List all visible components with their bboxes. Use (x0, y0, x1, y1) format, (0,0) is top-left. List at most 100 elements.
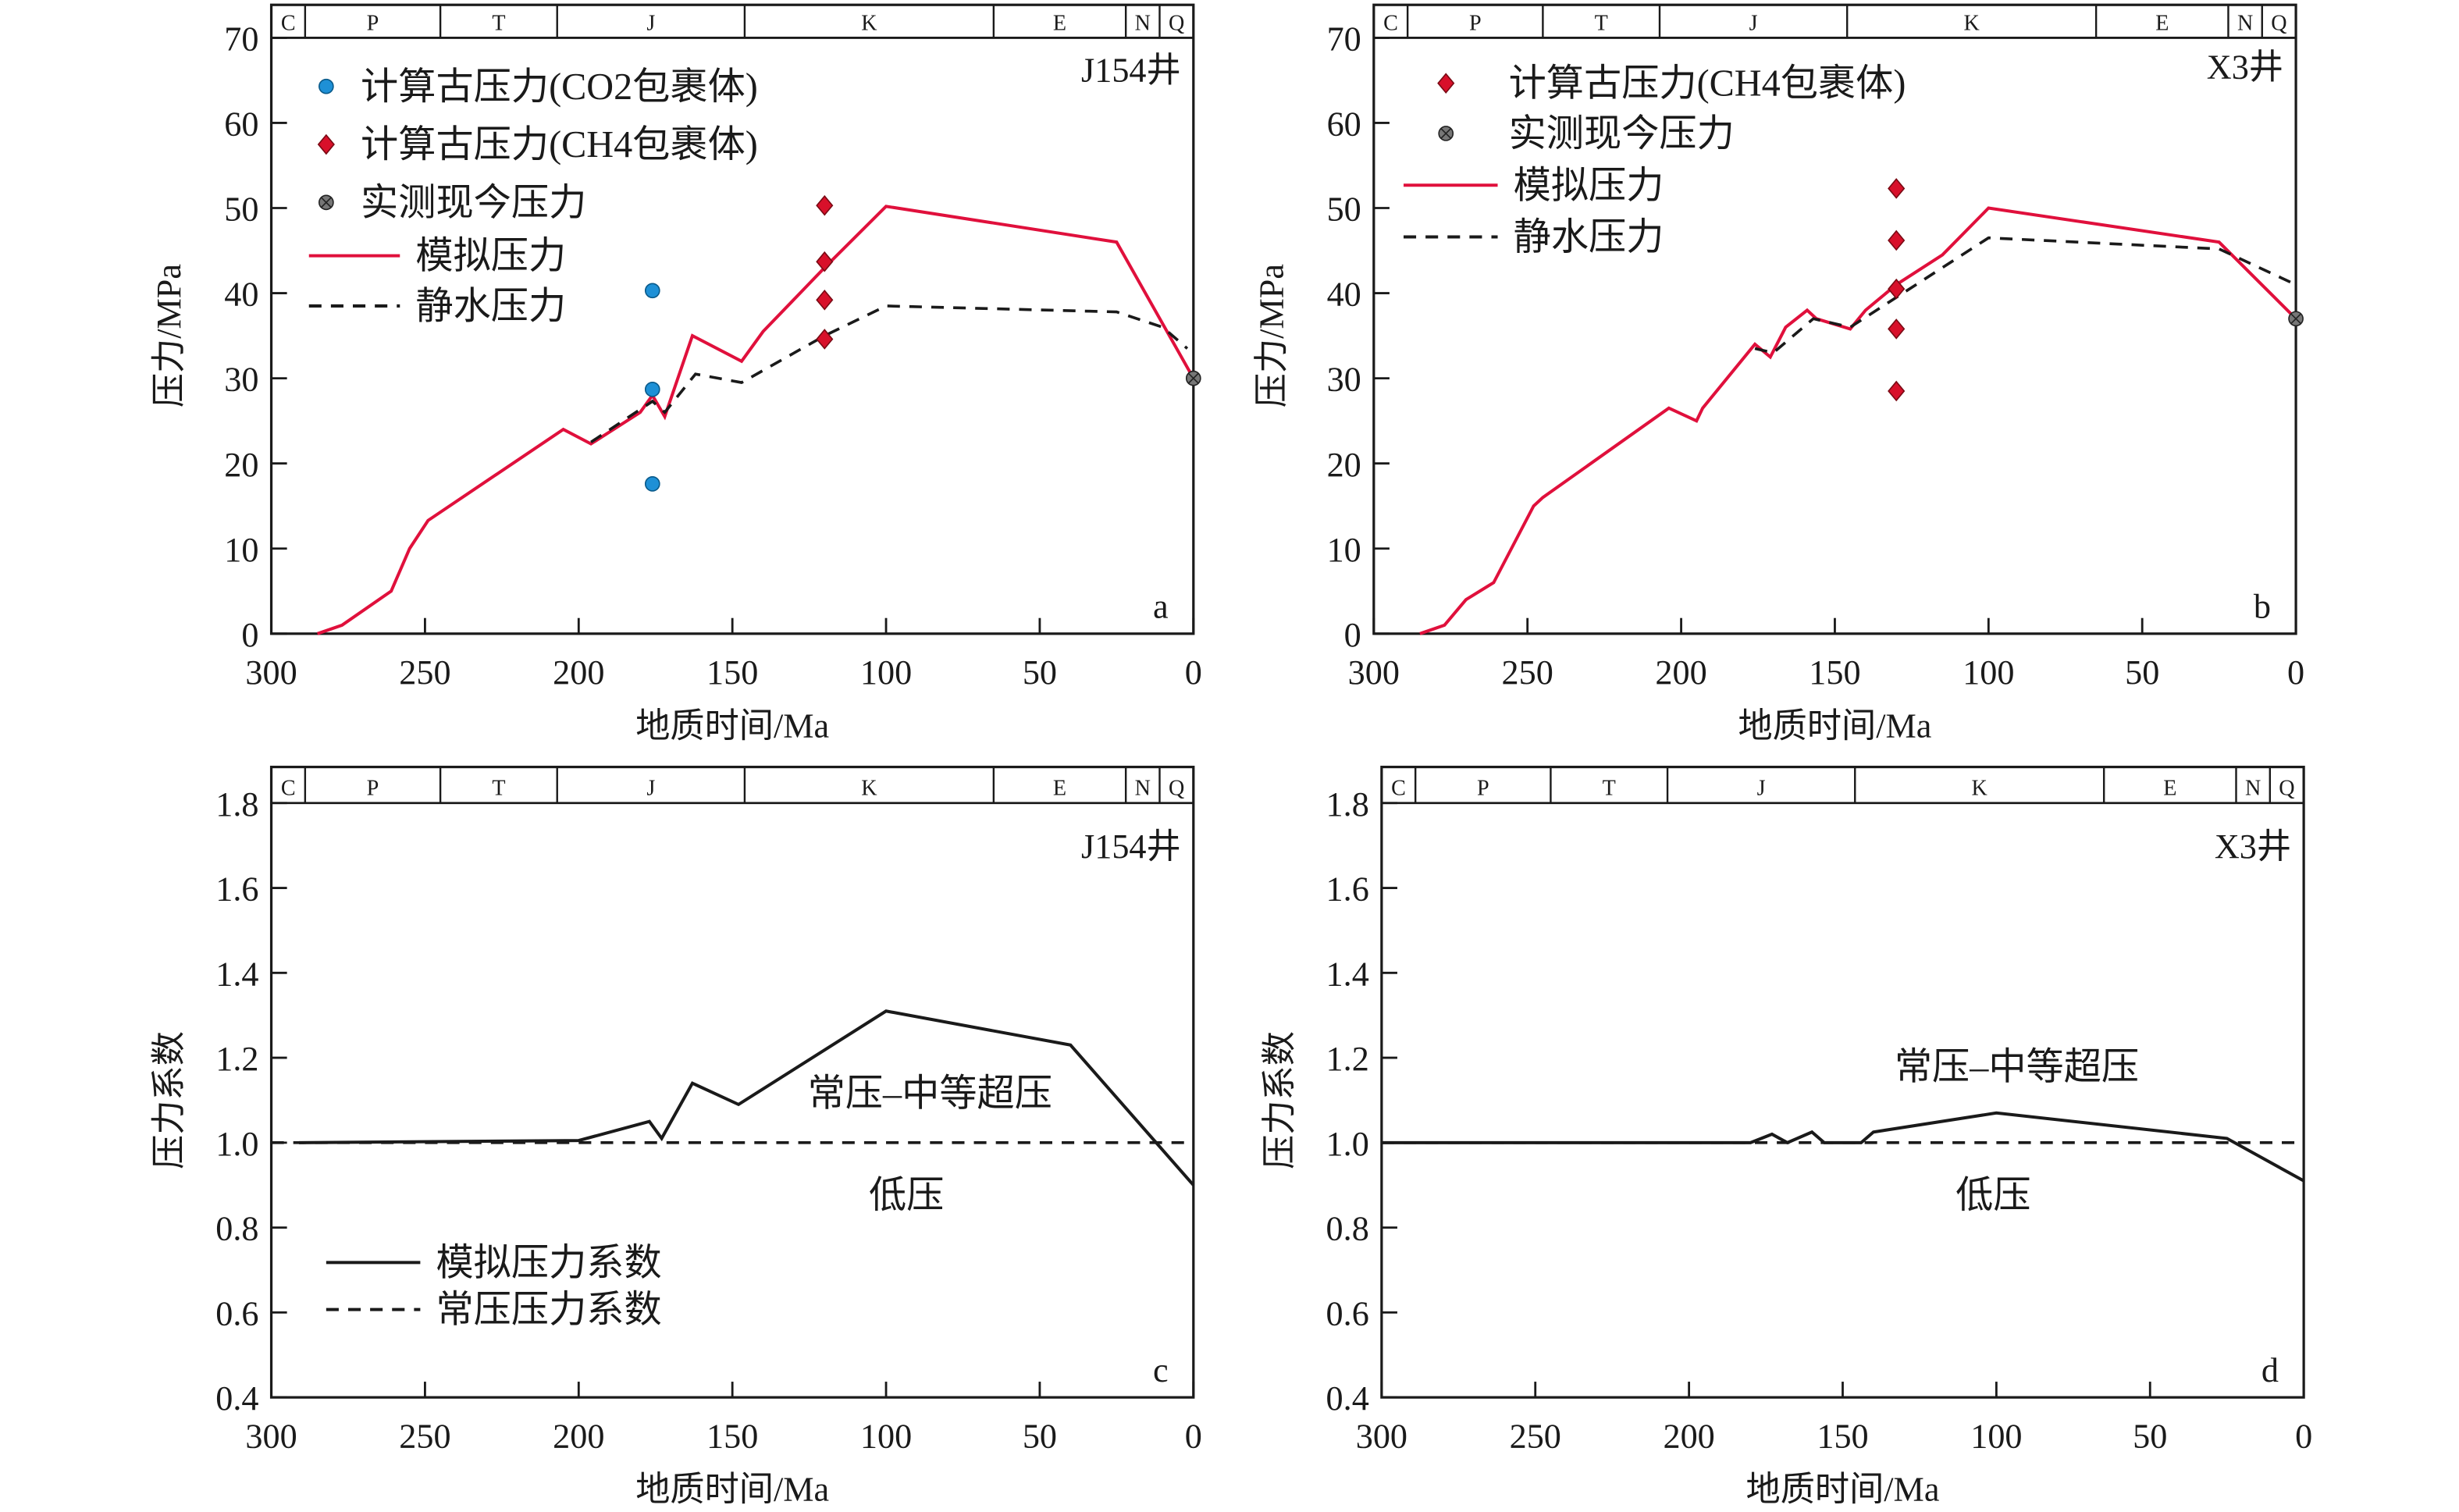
well-name: X3井 (2207, 48, 2283, 87)
legend-label: 实测现今压力 (361, 182, 586, 223)
y-tick-label: 0.8 (1326, 1210, 1369, 1248)
period-label: E (1053, 777, 1066, 801)
plot-frame (269, 765, 1195, 1399)
xcircle-cross (1440, 128, 1451, 139)
x-tick-label: 100 (1963, 653, 2014, 692)
x-tick-label: 150 (1817, 1417, 1868, 1455)
diamond-marker (816, 289, 834, 311)
region-label: 常压–中等超压 (808, 1073, 1052, 1114)
period-label: E (2155, 11, 2169, 35)
region-label: 低压 (869, 1175, 944, 1216)
y-axis-label: 压力系数 (1260, 1031, 1298, 1169)
period-label: K (1972, 777, 1988, 801)
well-name: X3井 (2215, 827, 2291, 866)
series-line-0 (1381, 1111, 2305, 1183)
period-label: Q (1169, 11, 1184, 35)
series-points-2 (644, 283, 660, 492)
period-label: Q (1169, 777, 1184, 801)
series-line-0 (1419, 206, 2297, 635)
circle-marker (318, 78, 334, 94)
period-label: Q (2279, 777, 2294, 801)
period-label: J (1749, 11, 1758, 35)
legend-label: 静水压力 (415, 286, 566, 327)
y-tick-label: 1.0 (1326, 1125, 1369, 1163)
legend-label: 计算古压力(CO2包裹体) (361, 66, 758, 108)
diamond-marker (1888, 318, 1906, 340)
y-tick-label: 60 (224, 105, 258, 144)
y-tick-label: 20 (224, 446, 258, 484)
diamond-marker (816, 329, 834, 350)
x-tick-label: 100 (860, 1417, 912, 1455)
diamond-marker (1888, 278, 1906, 300)
y-tick-label: 1.0 (215, 1125, 258, 1163)
y-tick-label: 1.8 (215, 785, 258, 824)
period-label: J (646, 11, 655, 35)
diamond-marker (816, 194, 834, 216)
y-tick-label: 0 (241, 616, 258, 654)
legend-label: 实测现今压力 (1509, 113, 1735, 155)
panel-d: C P T J K E N Q 0.4 0.6 0.8 1.0 1.2 1.4 1.6 1.8 300 250 20… (1260, 765, 2312, 1509)
y-tick-label: 70 (224, 20, 258, 58)
plot-frame (1380, 765, 2305, 1399)
legend-label: 计算古压力(CH4包裹体) (1509, 63, 1906, 105)
period-label: K (1964, 11, 1980, 35)
y-tick-label: 60 (1327, 105, 1361, 144)
series-points-2 (1888, 178, 1906, 402)
legend-label: 静水压力 (1514, 217, 1664, 258)
x-tick-label: 300 (1348, 653, 1400, 692)
period-label: C (1391, 777, 1406, 801)
region-label: 低压 (1955, 1175, 2030, 1216)
period-label: P (1477, 777, 1489, 801)
x-tick-label: 150 (706, 653, 758, 692)
x-tick-label: 150 (1809, 653, 1860, 692)
period-label: P (367, 11, 379, 35)
y-tick-label: 0.6 (215, 1294, 258, 1332)
x-tick-label: 50 (1023, 1417, 1057, 1455)
period-label: Q (2271, 11, 2286, 35)
period-label: P (367, 777, 379, 801)
period-label: J (1757, 777, 1766, 801)
y-tick-label: 50 (224, 190, 258, 229)
circle-marker (644, 283, 660, 299)
panel-letter: b (2254, 588, 2271, 626)
period-label: N (2245, 777, 2261, 801)
y-tick-label: 10 (224, 531, 258, 569)
x-tick-label: 50 (2133, 1417, 2167, 1455)
x-tick-label: 250 (1502, 653, 1553, 692)
panel-a: C P T J K E N Q 0 10 20 30 40 50 60 70 300 250 200 150 100 50… (150, 3, 1202, 745)
diamond-marker (1437, 73, 1455, 94)
x-tick-label: 0 (2295, 1417, 2312, 1455)
period-label: T (1603, 777, 1616, 801)
y-tick-label: 30 (224, 361, 258, 399)
series-line-1 (1754, 236, 2297, 354)
series-line-1 (590, 304, 1189, 443)
xcircle-cross (1188, 373, 1199, 384)
panel-c: C P T J K E N Q 0.4 0.6 0.8 1.0 1.2 1.4 1.6 1.8 300 250 20… (150, 765, 1202, 1509)
legend-label: 模拟压力系数 (436, 1242, 661, 1283)
y-tick-label: 1.8 (1326, 785, 1369, 824)
period-label: E (1053, 11, 1066, 35)
y-tick-label: 0.4 (1326, 1379, 1369, 1418)
period-label: T (492, 11, 505, 35)
period-label: J (646, 777, 655, 801)
x-axis-label: 地质时间/Ma (1738, 706, 1931, 745)
y-tick-label: 10 (1327, 531, 1361, 569)
period-label: E (2163, 777, 2176, 801)
x-tick-label: 200 (1655, 653, 1706, 692)
x-tick-label: 250 (399, 1417, 450, 1455)
x-tick-label: 150 (706, 1417, 758, 1455)
diamond-marker (1888, 380, 1906, 402)
y-tick-label: 0 (1344, 616, 1361, 654)
legend-label: 模拟压力 (415, 236, 566, 277)
period-label: C (281, 777, 296, 801)
period-label: C (281, 11, 296, 35)
x-tick-label: 100 (860, 653, 912, 692)
panel-letter: c (1153, 1351, 1169, 1389)
y-axis-label: 压力系数 (150, 1031, 188, 1169)
diamond-marker (1888, 178, 1906, 199)
x-axis-label: 地质时间/Ma (635, 706, 829, 745)
